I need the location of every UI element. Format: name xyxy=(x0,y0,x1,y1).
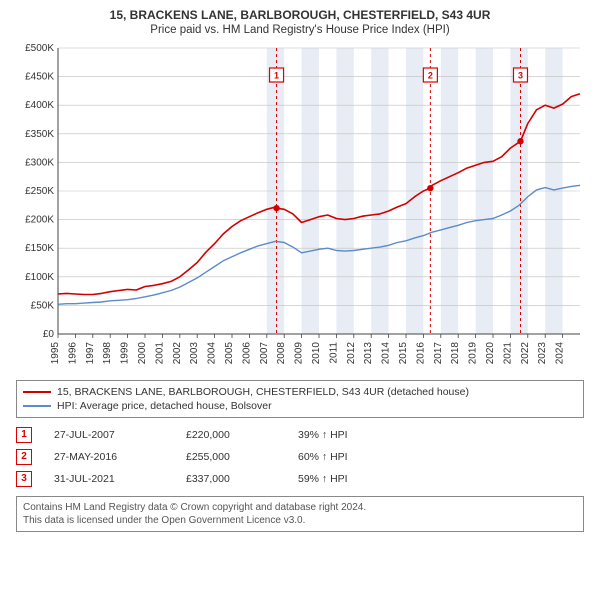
svg-text:2020: 2020 xyxy=(485,341,496,364)
svg-text:2013: 2013 xyxy=(363,341,374,364)
svg-text:2014: 2014 xyxy=(381,341,392,364)
svg-text:2017: 2017 xyxy=(433,341,444,364)
svg-text:2018: 2018 xyxy=(450,341,461,364)
svg-text:2008: 2008 xyxy=(276,341,287,364)
svg-text:£500K: £500K xyxy=(25,43,54,54)
svg-text:2: 2 xyxy=(428,70,433,80)
svg-text:2009: 2009 xyxy=(294,341,305,364)
line-chart: £0 £50K £100K £150K £200K £250K £300K £350K £400… xyxy=(12,42,588,372)
sale-date: 27-JUL-2007 xyxy=(54,429,164,441)
legend-swatch xyxy=(23,391,51,393)
svg-text:2010: 2010 xyxy=(311,341,322,364)
svg-text:2005: 2005 xyxy=(224,341,235,364)
sale-hpi-delta: 39% ↑ HPI xyxy=(298,429,388,441)
sale-row: 3 31-JUL-2021 £337,000 59% ↑ HPI xyxy=(16,468,584,490)
svg-text:2007: 2007 xyxy=(259,341,270,364)
footer-line2: This data is licensed under the Open Gov… xyxy=(23,514,577,527)
svg-text:1996: 1996 xyxy=(67,341,78,364)
svg-text:1998: 1998 xyxy=(102,341,113,364)
sale-date: 27-MAY-2016 xyxy=(54,451,164,463)
chart-subtitle: Price paid vs. HM Land Registry's House … xyxy=(12,24,588,36)
svg-text:£300K: £300K xyxy=(25,157,54,168)
svg-text:2000: 2000 xyxy=(137,341,148,364)
svg-text:2024: 2024 xyxy=(555,341,566,364)
svg-text:2003: 2003 xyxy=(189,341,200,364)
svg-text:2016: 2016 xyxy=(415,341,426,364)
sale-marker-number: 3 xyxy=(16,471,32,487)
svg-text:£200K: £200K xyxy=(25,214,54,225)
legend-label: HPI: Average price, detached house, Bols… xyxy=(57,400,272,412)
svg-text:1995: 1995 xyxy=(50,341,61,364)
footer-line1: Contains HM Land Registry data © Crown c… xyxy=(23,501,577,514)
svg-text:2021: 2021 xyxy=(502,341,513,364)
legend-item: HPI: Average price, detached house, Bols… xyxy=(23,399,577,413)
svg-text:2015: 2015 xyxy=(398,341,409,364)
svg-text:1999: 1999 xyxy=(120,341,131,364)
svg-text:2001: 2001 xyxy=(154,341,165,364)
sale-marker-number: 2 xyxy=(16,449,32,465)
legend-item: 15, BRACKENS LANE, BARLBOROUGH, CHESTERF… xyxy=(23,385,577,399)
svg-text:2023: 2023 xyxy=(537,341,548,364)
svg-text:2011: 2011 xyxy=(328,341,339,363)
sale-marker-number: 1 xyxy=(16,427,32,443)
svg-text:£250K: £250K xyxy=(25,186,54,197)
svg-text:£350K: £350K xyxy=(25,128,54,139)
svg-text:1: 1 xyxy=(274,70,279,80)
svg-text:£150K: £150K xyxy=(25,243,54,254)
svg-text:1997: 1997 xyxy=(85,341,96,364)
svg-text:3: 3 xyxy=(518,70,523,80)
sale-hpi-delta: 60% ↑ HPI xyxy=(298,451,388,463)
sales-table: 1 27-JUL-2007 £220,000 39% ↑ HPI 2 27-MAY-201… xyxy=(16,424,584,490)
svg-text:£0: £0 xyxy=(43,329,55,340)
chart-area: £0 £50K £100K £150K £200K £250K £300K £350K £400… xyxy=(12,42,588,372)
legend: 15, BRACKENS LANE, BARLBOROUGH, CHESTERF… xyxy=(16,380,584,418)
svg-text:2019: 2019 xyxy=(468,341,479,364)
svg-text:£450K: £450K xyxy=(25,71,54,82)
svg-text:2004: 2004 xyxy=(207,341,218,364)
sale-date: 31-JUL-2021 xyxy=(54,473,164,485)
svg-text:2012: 2012 xyxy=(346,341,357,364)
footer-attribution: Contains HM Land Registry data © Crown c… xyxy=(16,496,584,532)
svg-text:2006: 2006 xyxy=(241,341,252,364)
svg-text:2002: 2002 xyxy=(172,341,183,364)
sale-row: 2 27-MAY-2016 £255,000 60% ↑ HPI xyxy=(16,446,584,468)
svg-text:£50K: £50K xyxy=(31,300,55,311)
chart-title: 15, BRACKENS LANE, BARLBOROUGH, CHESTERF… xyxy=(12,8,588,24)
svg-text:£100K: £100K xyxy=(25,271,54,282)
sale-price: £255,000 xyxy=(186,451,276,463)
sale-price: £220,000 xyxy=(186,429,276,441)
svg-text:£400K: £400K xyxy=(25,100,54,111)
sale-price: £337,000 xyxy=(186,473,276,485)
sale-row: 1 27-JUL-2007 £220,000 39% ↑ HPI xyxy=(16,424,584,446)
legend-label: 15, BRACKENS LANE, BARLBOROUGH, CHESTERF… xyxy=(57,386,469,398)
svg-text:2022: 2022 xyxy=(520,341,531,364)
legend-swatch xyxy=(23,405,51,407)
sale-hpi-delta: 59% ↑ HPI xyxy=(298,473,388,485)
